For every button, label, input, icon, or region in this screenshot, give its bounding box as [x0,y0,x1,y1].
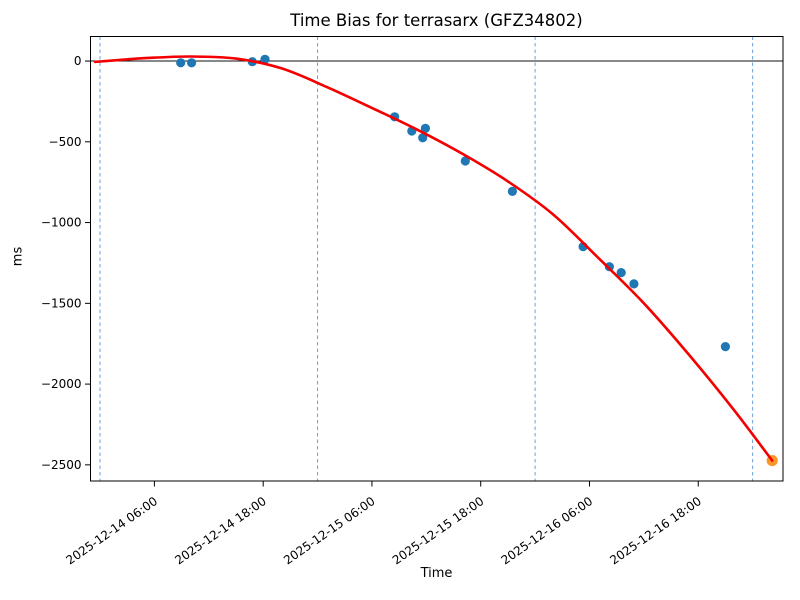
y-tick-label: −2000 [41,377,82,391]
x-tick-label: 2025-12-16 18:00 [607,494,704,567]
bias-measurements-point [720,342,731,352]
bias-measurements-point [507,186,517,196]
y-tick-label: −1000 [41,216,82,230]
y-tick-label: −500 [49,135,82,149]
x-tick-label: 2025-12-14 18:00 [172,494,269,567]
x-axis-label: Time [420,566,453,581]
bias-measurements-point [629,279,639,289]
polynomial-fit [93,55,774,462]
bias-measurements-point [420,123,430,133]
bias-measurements-point [176,58,186,68]
y-tick-label: 0 [74,54,82,68]
x-tick-label: 2025-12-15 18:00 [390,494,487,567]
bias-measurements-point [616,268,626,278]
y-tick-label: −1500 [41,296,82,310]
bias-measurements-point [260,54,270,64]
x-tick-label: 2025-12-15 06:00 [281,494,378,567]
plot-border [90,36,784,482]
bias-measurements-point [460,156,470,166]
x-tick-label: 2025-12-16 06:00 [499,494,596,567]
bias-measurements-point [187,58,197,68]
chart-title: Time Bias for terrasarx (GFZ34802) [290,11,583,30]
bias-measurements-point [418,133,428,143]
bias-measurements-point [604,262,615,272]
x-tick-label: 2025-12-14 06:00 [64,494,161,567]
y-tick-label: −2500 [41,458,82,472]
